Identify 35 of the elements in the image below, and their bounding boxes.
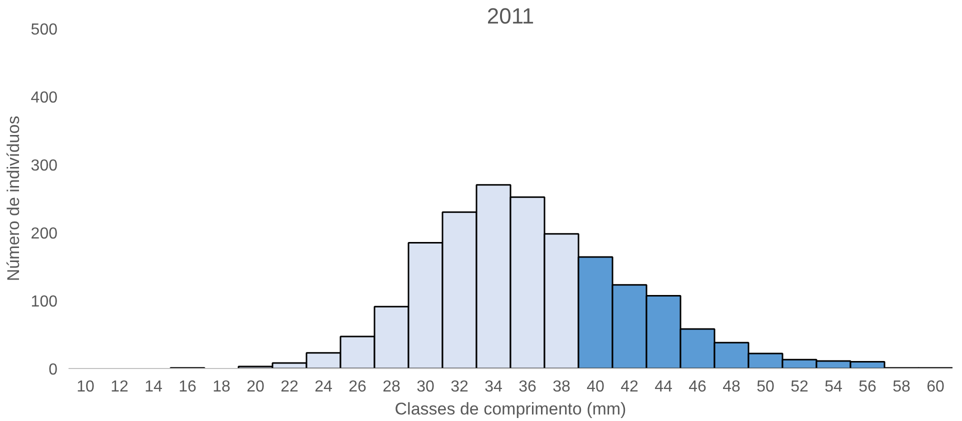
x-tick-label: 32: [450, 378, 468, 396]
y-tick-label: 100: [30, 294, 58, 310]
x-tick-label: 40: [586, 378, 604, 396]
y-tick-label: 300: [30, 158, 58, 174]
chart-title: 2011: [486, 4, 534, 28]
x-tick-label: 14: [144, 378, 162, 396]
y-tick-label: 400: [30, 90, 58, 106]
x-tick-label: 44: [654, 378, 672, 396]
x-tick-label: 20: [246, 378, 264, 396]
x-tick-label: 42: [620, 378, 638, 396]
x-tick-label: 34: [484, 378, 502, 396]
x-tick-label: 26: [348, 378, 366, 396]
x-tick-label: 46: [688, 378, 706, 396]
x-tick-label: 30: [416, 378, 434, 396]
x-tick-label: 12: [110, 378, 128, 396]
x-tick-label: 18: [212, 378, 230, 396]
x-tick-label: 36: [518, 378, 536, 396]
x-tick-label: 56: [858, 378, 876, 396]
x-tick-label: 48: [722, 378, 740, 396]
x-tick-label: 50: [756, 378, 774, 396]
y-tick-label: 200: [30, 226, 58, 242]
x-tick-label: 54: [824, 378, 842, 396]
x-tick-label: 52: [790, 378, 808, 396]
y-tick-label: 0: [48, 362, 58, 378]
y-tick-label: 500: [30, 22, 58, 38]
x-tick-label: 60: [926, 378, 944, 396]
x-axis-title: Classes de comprimento (mm): [394, 400, 626, 418]
x-tick-label: 16: [178, 378, 196, 396]
x-tick-label: 38: [552, 378, 570, 396]
x-tick-label: 10: [76, 378, 94, 396]
x-tick-label: 28: [382, 378, 400, 396]
x-tick-label: 22: [280, 378, 298, 396]
x-tick-label: 58: [892, 378, 910, 396]
x-tick-label: 24: [314, 378, 332, 396]
y-axis-title: Número de indivíduos: [4, 116, 23, 282]
